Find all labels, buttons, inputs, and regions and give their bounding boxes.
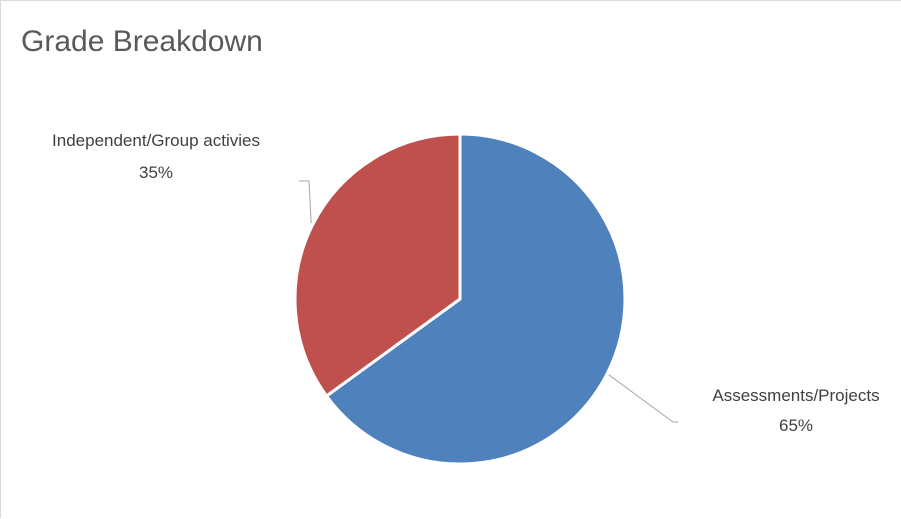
leader-line (608, 374, 678, 423)
data-label-category: Assessments/Projects (712, 386, 879, 405)
data-label-percent: 65% (779, 416, 813, 435)
data-label-category: Independent/Group activies (52, 131, 260, 150)
pie-slice-independent-group-activies (293, 132, 462, 398)
data-label-percent: 35% (139, 163, 173, 182)
pie-slice-assessments-projects (325, 132, 627, 466)
chart-title: Grade Breakdown (21, 25, 263, 58)
leader-line (299, 180, 312, 224)
